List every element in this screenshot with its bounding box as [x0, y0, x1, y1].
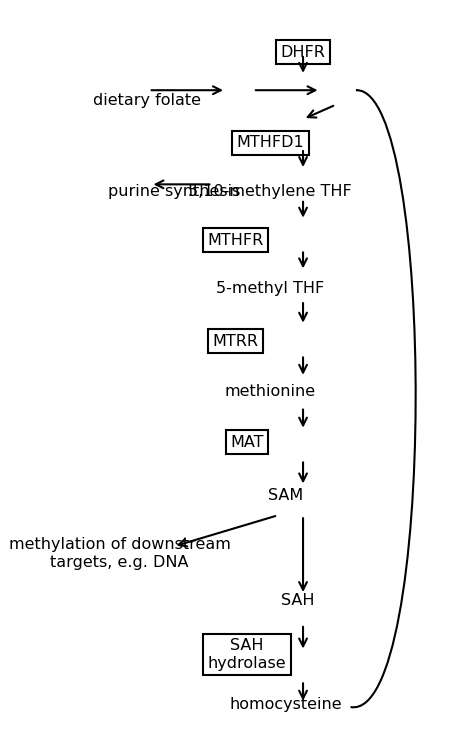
Text: MTHFD1: MTHFD1: [237, 135, 304, 151]
Text: methionine: methionine: [225, 384, 316, 399]
FancyArrowPatch shape: [351, 90, 416, 707]
Text: MTHFR: MTHFR: [208, 232, 264, 248]
Text: homocysteine: homocysteine: [229, 697, 342, 712]
Text: DHFR: DHFR: [281, 45, 326, 60]
Text: SAH
hydrolase: SAH hydrolase: [208, 638, 286, 671]
Text: dietary folate: dietary folate: [93, 94, 201, 108]
Text: methylation of downstream
targets, e.g. DNA: methylation of downstream targets, e.g. …: [9, 537, 231, 570]
Text: 5-methyl THF: 5-methyl THF: [216, 281, 324, 297]
Text: 5,10-methylene THF: 5,10-methylene THF: [188, 184, 352, 199]
Text: SAH: SAH: [281, 593, 314, 607]
Text: MTRR: MTRR: [212, 334, 258, 348]
Text: MAT: MAT: [230, 435, 264, 449]
Text: purine synthesis: purine synthesis: [108, 184, 240, 199]
Text: SAM: SAM: [268, 489, 303, 503]
